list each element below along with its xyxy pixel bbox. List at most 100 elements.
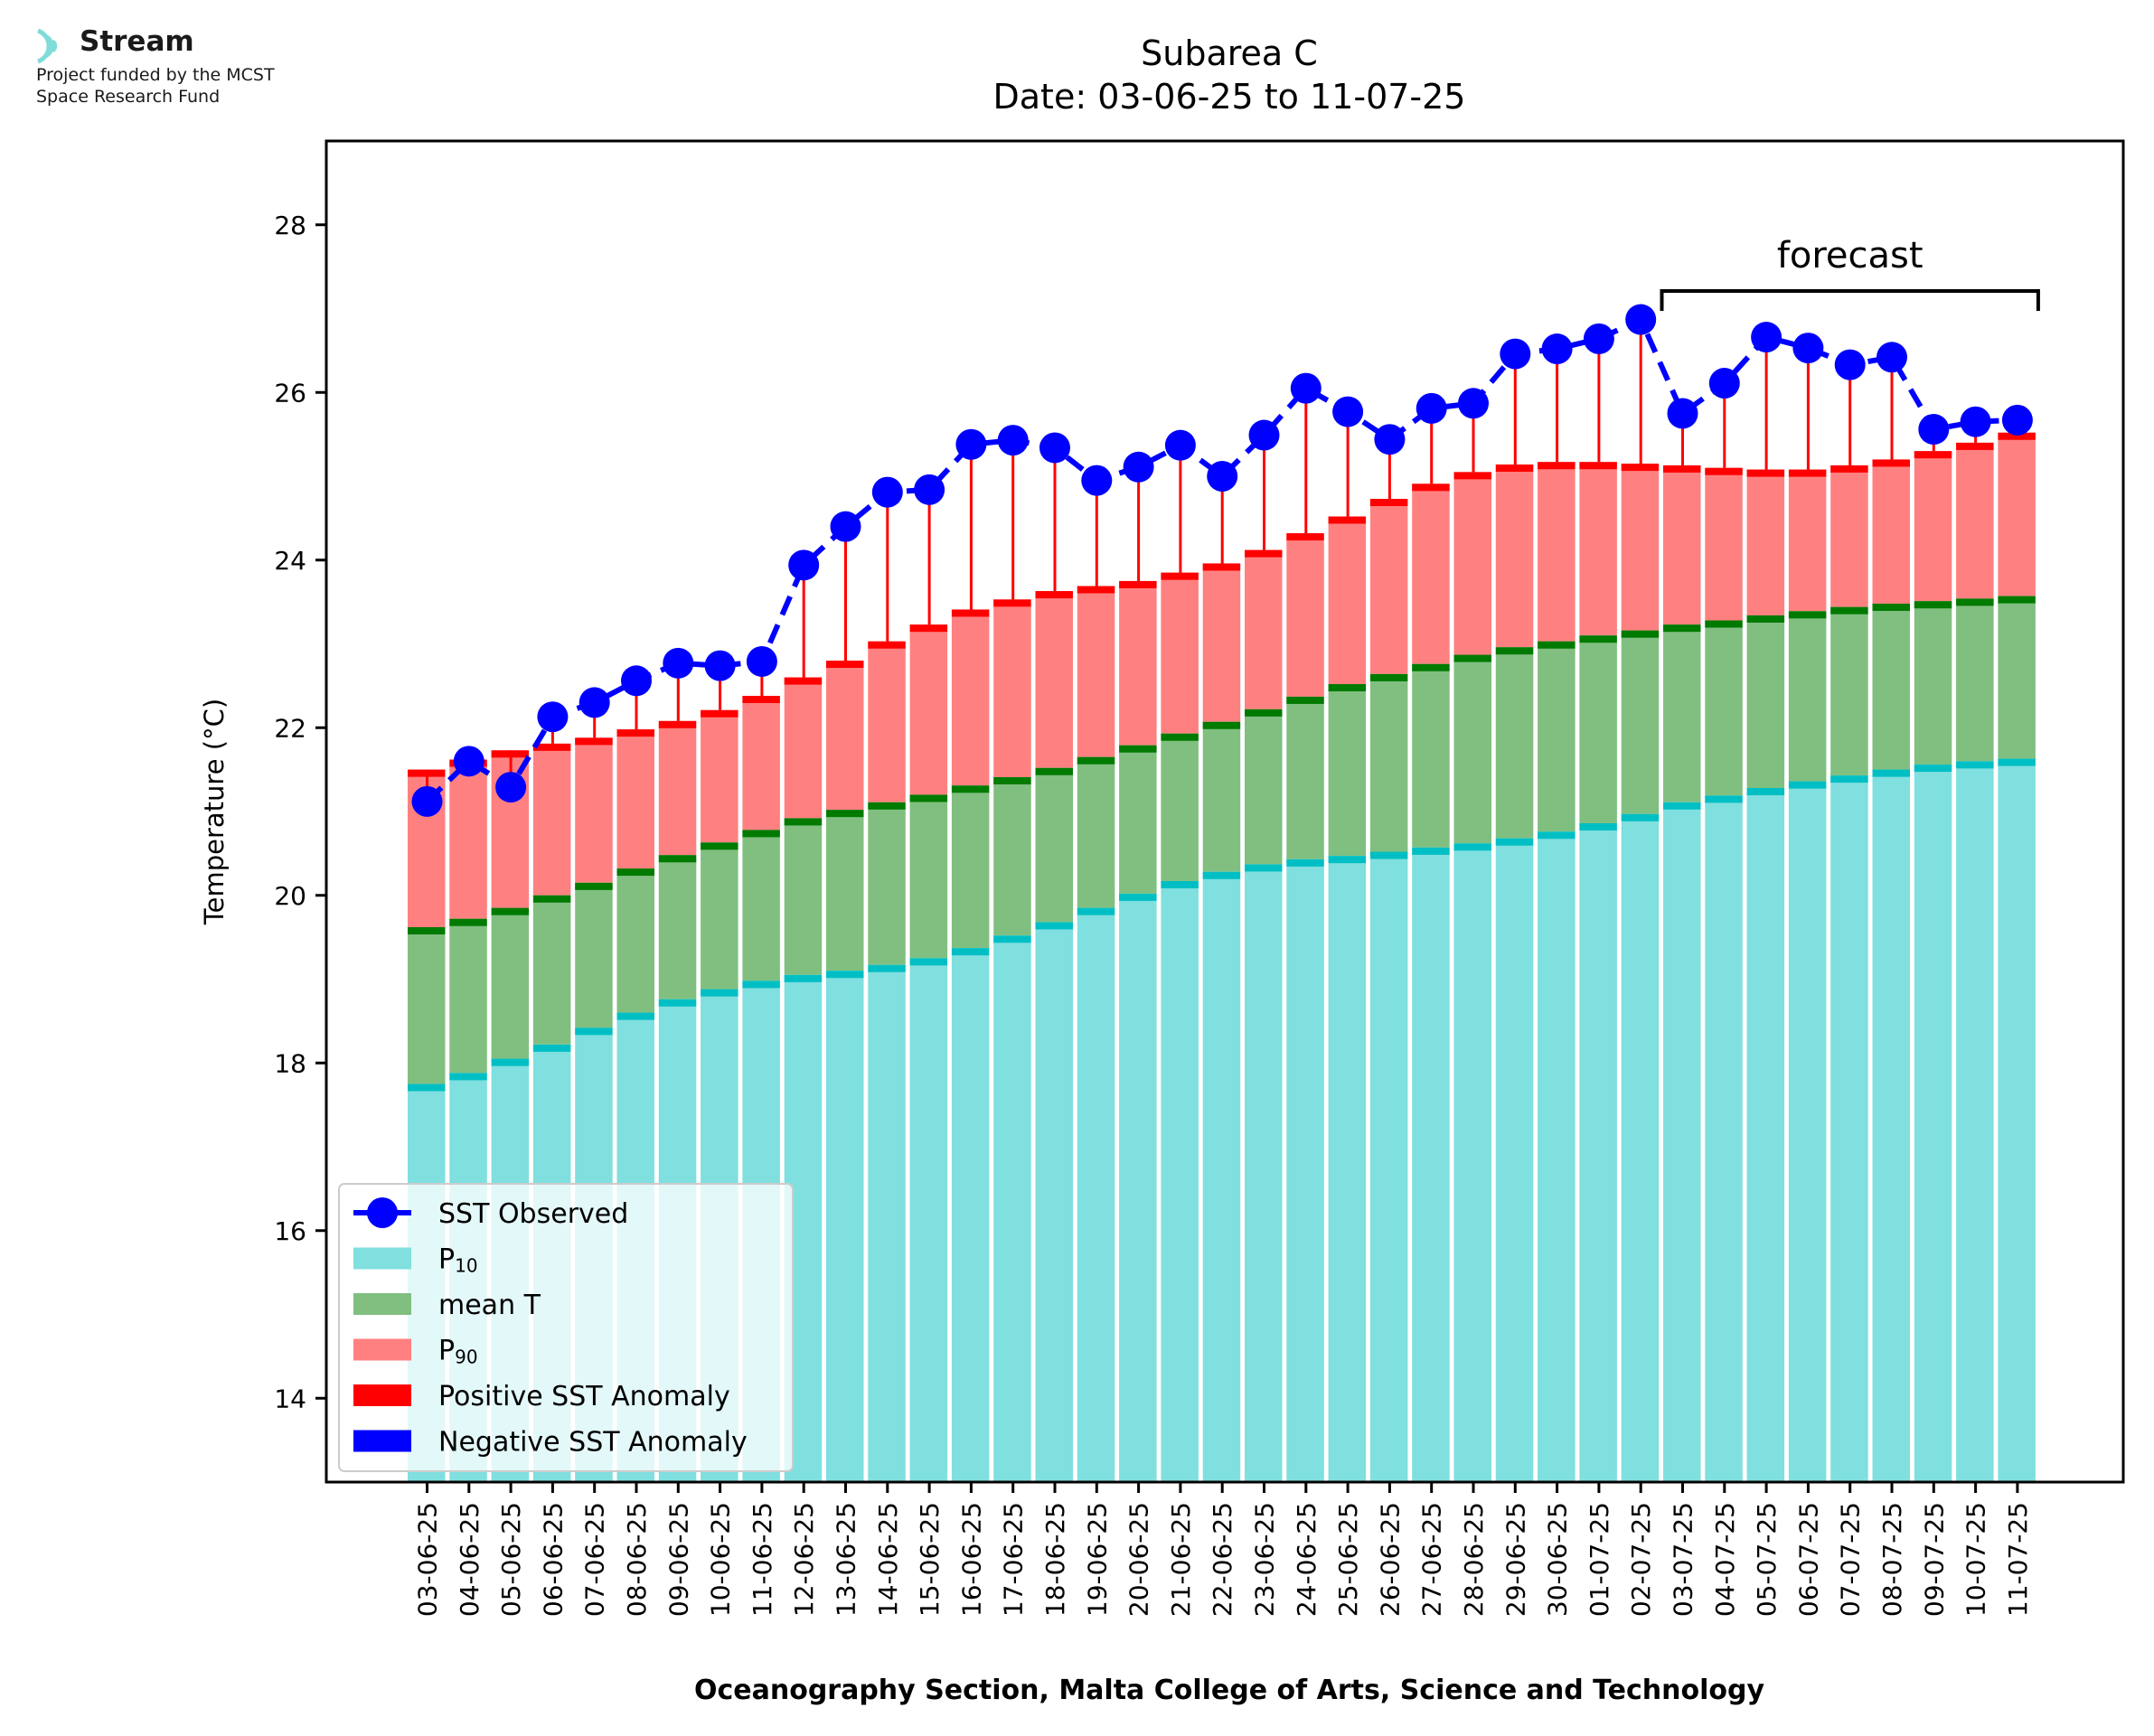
bar-edge-p90	[784, 677, 823, 685]
bar-p10	[1914, 765, 1953, 1482]
sst-observed-point	[704, 650, 736, 681]
bar-edge-p10	[701, 989, 740, 997]
bar-mean-t	[1538, 641, 1577, 832]
y-tick-label: 24	[274, 546, 306, 576]
bar-edge-p10	[1788, 781, 1828, 789]
sst-observed-point	[1500, 338, 1531, 370]
sst-observed-point	[997, 425, 1029, 456]
sst-observed-point	[1458, 388, 1489, 419]
bar-mean-t	[993, 776, 1033, 936]
sst-observed-point	[1248, 419, 1280, 451]
y-tick-label: 14	[274, 1384, 306, 1413]
bar-p10	[1328, 856, 1368, 1482]
bar-mean-t	[1788, 611, 1828, 782]
bar-p10	[1830, 775, 1870, 1482]
sst-observed-point	[1625, 304, 1657, 335]
bar-edge-p10	[1369, 851, 1409, 859]
sst-observed-point	[955, 428, 987, 460]
bar-edge-p10	[784, 974, 823, 982]
y-tick-label: 18	[274, 1048, 306, 1078]
bar-edge-p10	[826, 971, 865, 979]
x-tick-label: 07-07-25	[1836, 1502, 1866, 1617]
y-axis: 14 16 18 20 22 24 26 28	[274, 211, 326, 1413]
sst-observed-point	[1164, 429, 1196, 461]
bar-p10	[1245, 864, 1284, 1482]
bar-mean-t	[1369, 673, 1409, 852]
x-tick-label: 29-06-25	[1500, 1502, 1530, 1617]
bar-p90	[1705, 467, 1745, 621]
bar-edge-mean-t	[742, 830, 782, 838]
legend-item-p10-subscript: 10	[455, 1255, 477, 1277]
bar-edge-p90	[1872, 459, 1912, 467]
bar-mean-t	[532, 895, 572, 1045]
bar-edge-mean-t	[784, 818, 823, 826]
bar-mean-t	[1663, 624, 1702, 802]
bar-p10	[1998, 758, 2037, 1482]
sst-observed-point	[411, 785, 443, 817]
bar-mean-t	[408, 926, 447, 1084]
bar-edge-mean-t	[1328, 684, 1368, 692]
legend-item-mean-t-label: mean T	[438, 1290, 541, 1321]
sst-observed-point	[1039, 432, 1070, 464]
bar-edge-p10	[1286, 859, 1326, 867]
bar-p90	[1956, 442, 1996, 599]
sst-observed-point	[1877, 342, 1907, 373]
bar-edge-p10	[1705, 795, 1745, 803]
bar-p90	[616, 729, 656, 869]
bar-p10	[1538, 831, 1577, 1482]
bar-mean-t	[1077, 756, 1116, 908]
legend-item-sst-observed-marker	[367, 1197, 398, 1228]
logo-line-1: Project funded by the MCST	[36, 65, 275, 85]
bar-edge-p90	[993, 599, 1033, 607]
legend-item-positive-sst-anomaly-swatch	[353, 1384, 411, 1406]
bar-edge-p10	[1830, 775, 1870, 784]
bar-mean-t	[1705, 620, 1745, 796]
chart-subtitle: Date: 03-06-25 to 11-07-25	[993, 77, 1466, 117]
bar-mean-t	[1998, 596, 2037, 759]
bar-p10	[1663, 802, 1702, 1482]
sst-observed-point	[663, 647, 694, 679]
bar-edge-p90	[1788, 469, 1828, 477]
x-tick-label: 15-06-25	[915, 1502, 945, 1617]
bar-p10	[1119, 893, 1159, 1482]
sst-observed-point	[746, 645, 777, 677]
bar-edge-p90	[742, 696, 782, 704]
bar-edge-p10	[1872, 769, 1912, 777]
legend-item-negative-sst-anomaly-label: Negative SST Anomaly	[438, 1427, 748, 1459]
legend-item-mean-t-swatch	[353, 1293, 411, 1315]
bar-mean-t	[1495, 647, 1535, 839]
sst-observed-series	[411, 304, 2033, 817]
bar-p90	[1119, 580, 1159, 746]
x-tick-label: 18-06-25	[1040, 1502, 1070, 1617]
bar-p90	[575, 737, 615, 883]
bar-edge-p10	[575, 1028, 615, 1036]
x-tick-label: 10-06-25	[706, 1502, 736, 1617]
bar-p90	[1746, 469, 1786, 615]
bar-edge-p10	[1579, 822, 1619, 830]
bar-mean-t	[1621, 630, 1660, 814]
bar-p10	[1202, 871, 1242, 1482]
forecast-bracket: forecast	[1660, 235, 2040, 311]
bar-edge-p10	[909, 958, 949, 966]
x-tick-label: 25-06-25	[1333, 1502, 1363, 1617]
bar-edge-mean-t	[1202, 721, 1242, 729]
bar-edge-mean-t	[1914, 601, 1953, 609]
bar-edge-p10	[1495, 838, 1535, 846]
bar-edge-p90	[1663, 464, 1702, 473]
bar-mean-t	[1914, 601, 1953, 765]
bar-p90	[1369, 499, 1409, 674]
sst-observed-point	[2001, 404, 2033, 436]
bar-edge-mean-t	[1788, 611, 1828, 619]
x-tick-label: 19-06-25	[1082, 1502, 1112, 1617]
bar-p90	[1286, 533, 1326, 697]
y-tick-label: 22	[274, 713, 306, 743]
bar-edge-p90	[1035, 591, 1075, 599]
bar-p90	[1077, 586, 1116, 757]
y-axis-label: Temperature (°C)	[199, 699, 230, 925]
bar-p90	[1538, 462, 1577, 642]
bar-p90	[1202, 563, 1242, 722]
bar-edge-p10	[1328, 856, 1368, 864]
x-tick-label: 05-06-25	[496, 1502, 526, 1617]
bar-mean-t	[1453, 654, 1493, 844]
